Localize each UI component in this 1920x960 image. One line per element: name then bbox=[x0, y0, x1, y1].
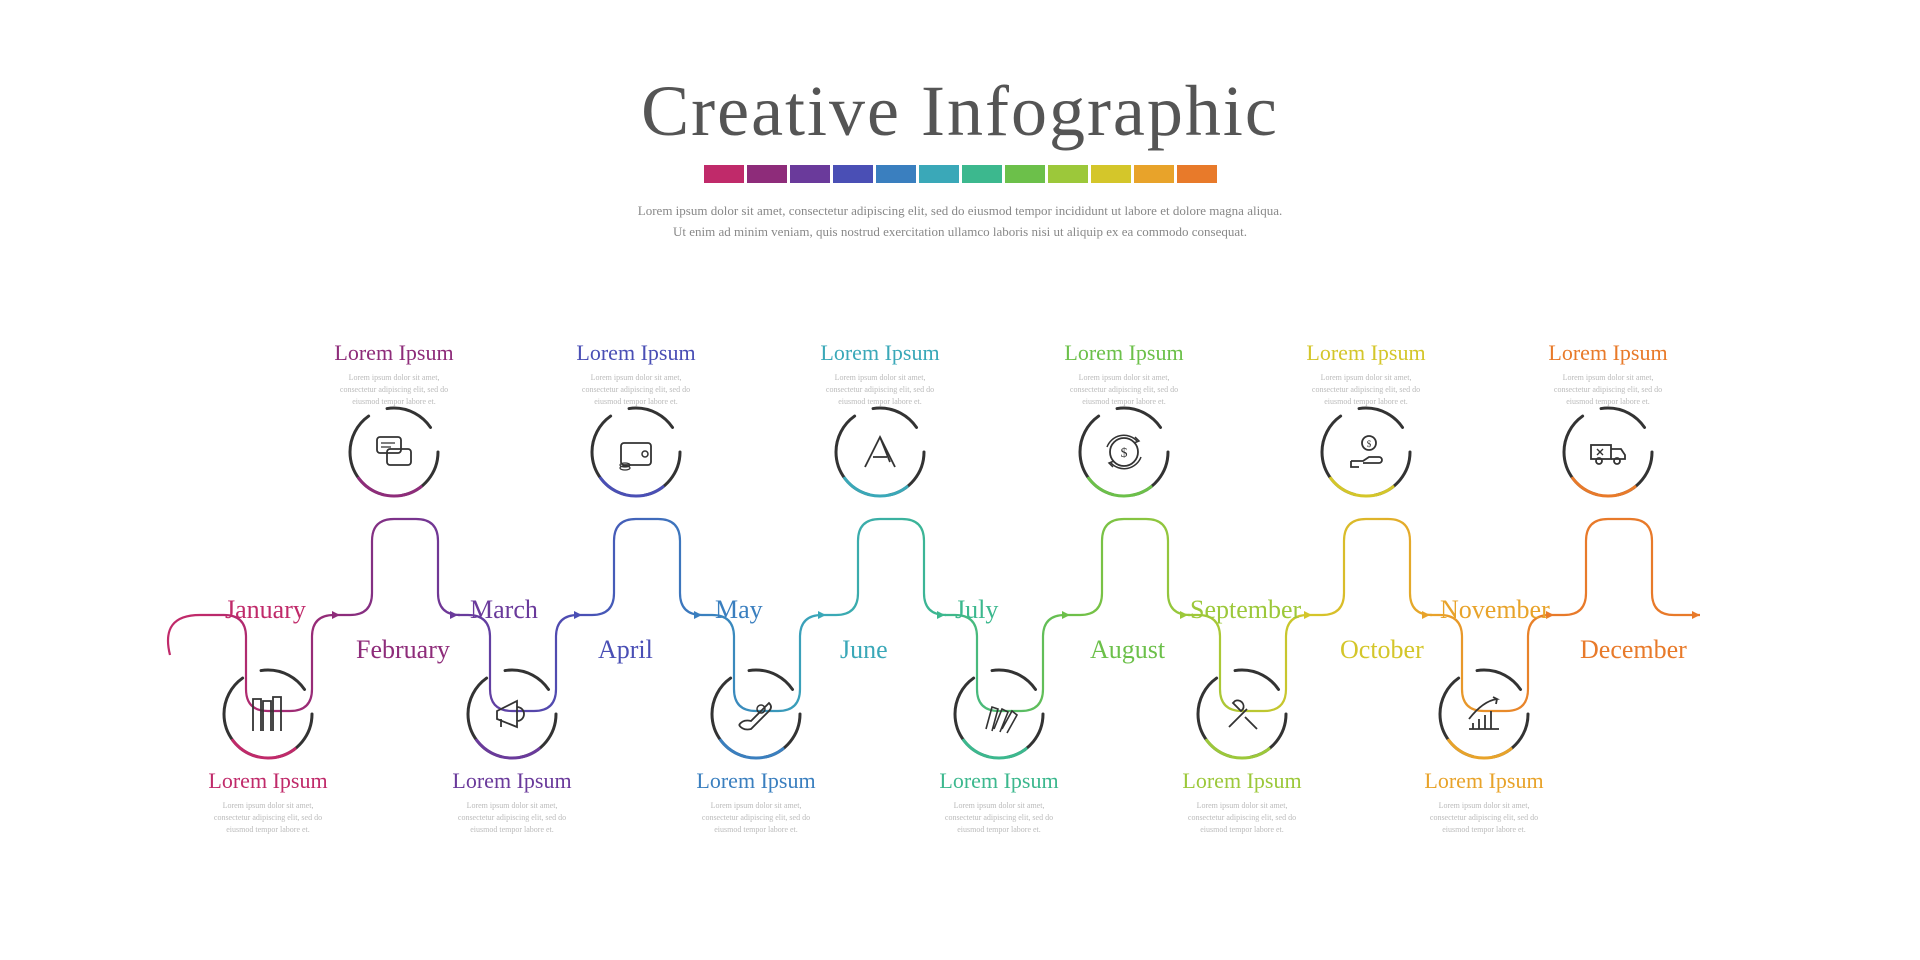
node-circle bbox=[224, 670, 312, 758]
month-label-june: June bbox=[840, 635, 888, 665]
timeline-container: January February March April May June July Augu… bbox=[0, 350, 1920, 910]
month-label-january: January bbox=[225, 595, 306, 625]
node-circle bbox=[350, 408, 438, 496]
node-circle bbox=[1440, 670, 1528, 758]
node-heading: Lorem Ipsum bbox=[452, 768, 572, 794]
timeline-node-may: Lorem Ipsum Lorem ipsum dolor sit amet, c… bbox=[696, 670, 816, 836]
node-heading: Lorem Ipsum bbox=[208, 768, 328, 794]
color-swatch bbox=[1091, 165, 1131, 183]
month-label-october: October bbox=[1340, 635, 1424, 665]
color-swatch bbox=[1177, 165, 1217, 183]
node-circle: $ bbox=[1322, 408, 1410, 496]
timeline-node-november: Lorem Ipsum Lorem ipsum dolor sit amet, c… bbox=[1424, 670, 1544, 836]
node-heading: Lorem Ipsum bbox=[939, 768, 1059, 794]
timeline-node-january: Lorem Ipsum Lorem ipsum dolor sit amet, c… bbox=[208, 670, 328, 836]
month-label-april: April bbox=[598, 635, 653, 665]
node-desc: Lorem ipsum dolor sit amet, consectetur … bbox=[1548, 372, 1668, 408]
timeline-node-december: Lorem Ipsum Lorem ipsum dolor sit amet, c… bbox=[1548, 330, 1668, 496]
node-desc: Lorem ipsum dolor sit amet, consectetur … bbox=[334, 372, 454, 408]
color-swatch bbox=[833, 165, 873, 183]
node-circle bbox=[955, 670, 1043, 758]
color-swatch bbox=[876, 165, 916, 183]
timeline-node-july: Lorem Ipsum Lorem ipsum dolor sit amet, c… bbox=[939, 670, 1059, 836]
node-heading: Lorem Ipsum bbox=[1182, 768, 1302, 794]
month-label-february: February bbox=[356, 635, 450, 665]
node-heading: Lorem Ipsum bbox=[1548, 340, 1668, 366]
color-swatch bbox=[790, 165, 830, 183]
color-swatch bbox=[962, 165, 1002, 183]
color-swatch bbox=[704, 165, 744, 183]
node-circle bbox=[592, 408, 680, 496]
timeline-node-june: Lorem Ipsum Lorem ipsum dolor sit amet, c… bbox=[820, 330, 940, 496]
month-label-november: November bbox=[1440, 595, 1550, 625]
month-label-march: March bbox=[470, 595, 538, 625]
node-heading: Lorem Ipsum bbox=[1306, 340, 1426, 366]
node-desc: Lorem ipsum dolor sit amet, consectetur … bbox=[696, 800, 816, 836]
node-desc: Lorem ipsum dolor sit amet, consectetur … bbox=[576, 372, 696, 408]
node-circle bbox=[712, 670, 800, 758]
node-circle bbox=[1198, 670, 1286, 758]
node-desc: Lorem ipsum dolor sit amet, consectetur … bbox=[1424, 800, 1544, 836]
node-circle bbox=[468, 670, 556, 758]
node-desc: Lorem ipsum dolor sit amet, consectetur … bbox=[1306, 372, 1426, 408]
node-desc: Lorem ipsum dolor sit amet, consectetur … bbox=[208, 800, 328, 836]
color-swatch bbox=[1048, 165, 1088, 183]
timeline-node-february: Lorem Ipsum Lorem ipsum dolor sit amet, c… bbox=[334, 330, 454, 496]
timeline-node-march: Lorem Ipsum Lorem ipsum dolor sit amet, c… bbox=[452, 670, 572, 836]
node-heading: Lorem Ipsum bbox=[1064, 340, 1184, 366]
node-heading: Lorem Ipsum bbox=[820, 340, 940, 366]
node-heading: Lorem Ipsum bbox=[696, 768, 816, 794]
node-heading: Lorem Ipsum bbox=[334, 340, 454, 366]
month-label-august: August bbox=[1090, 635, 1165, 665]
node-desc: Lorem ipsum dolor sit amet, consectetur … bbox=[1064, 372, 1184, 408]
color-swatch bbox=[1134, 165, 1174, 183]
month-label-december: December bbox=[1580, 635, 1687, 665]
color-swatch bbox=[1005, 165, 1045, 183]
node-circle bbox=[1564, 408, 1652, 496]
node-desc: Lorem ipsum dolor sit amet, consectetur … bbox=[820, 372, 940, 408]
timeline-node-august: Lorem Ipsum Lorem ipsum dolor sit amet, c… bbox=[1064, 330, 1184, 496]
color-swatch bbox=[747, 165, 787, 183]
node-desc: Lorem ipsum dolor sit amet, consectetur … bbox=[939, 800, 1059, 836]
month-label-may: May bbox=[715, 595, 763, 625]
timeline-node-september: Lorem Ipsum Lorem ipsum dolor sit amet, c… bbox=[1182, 670, 1302, 836]
node-heading: Lorem Ipsum bbox=[576, 340, 696, 366]
node-circle bbox=[836, 408, 924, 496]
main-title: Creative Infographic bbox=[0, 70, 1920, 153]
color-bar bbox=[0, 165, 1920, 183]
node-desc: Lorem ipsum dolor sit amet, consectetur … bbox=[1182, 800, 1302, 836]
node-heading: Lorem Ipsum bbox=[1424, 768, 1544, 794]
node-circle: $ bbox=[1080, 408, 1168, 496]
color-swatch bbox=[919, 165, 959, 183]
month-label-september: September bbox=[1190, 595, 1301, 625]
timeline-node-april: Lorem Ipsum Lorem ipsum dolor sit amet, c… bbox=[576, 330, 696, 496]
subtitle: Lorem ipsum dolor sit amet, consectetur … bbox=[0, 201, 1920, 243]
node-desc: Lorem ipsum dolor sit amet, consectetur … bbox=[452, 800, 572, 836]
month-label-july: July bbox=[955, 595, 998, 625]
timeline-node-october: Lorem Ipsum Lorem ipsum dolor sit amet, c… bbox=[1306, 330, 1426, 496]
